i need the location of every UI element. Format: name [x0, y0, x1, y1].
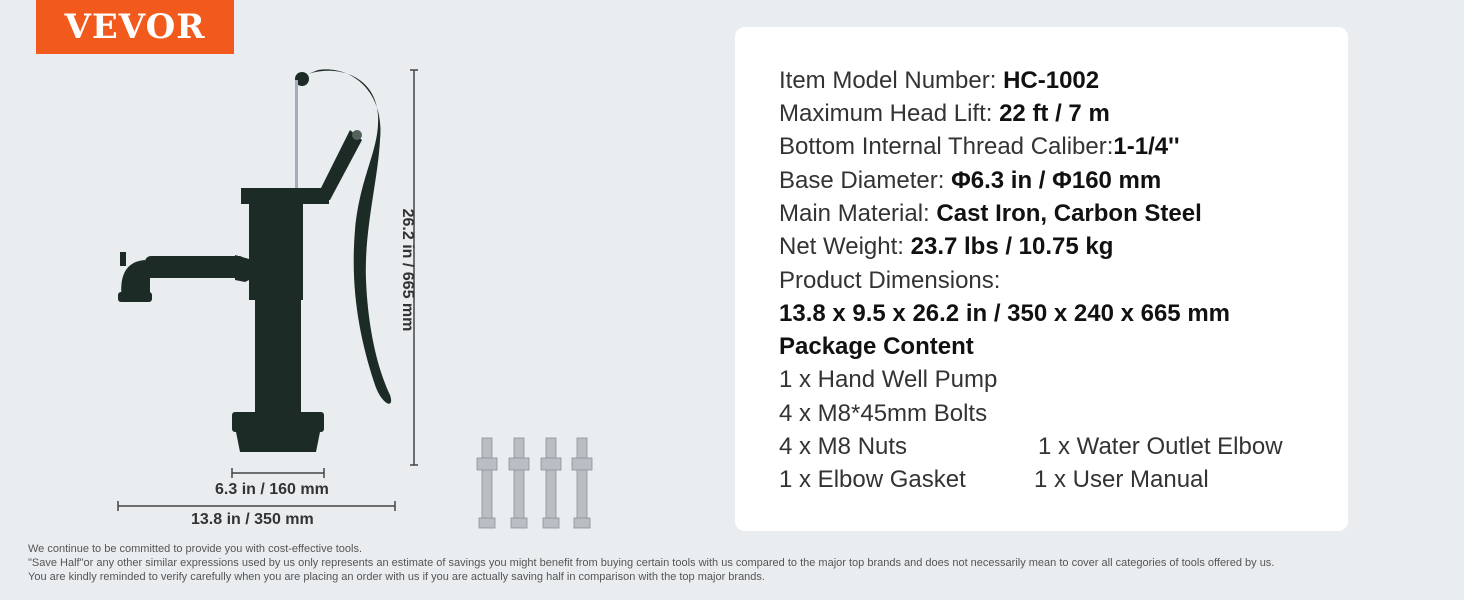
hand-pump-image	[117, 69, 593, 529]
package-item: 4 x M8 Nuts	[779, 433, 908, 460]
spec-dimensions-value: 13.8 x 9.5 x 26.2 in / 350 x 240 x 665 m…	[779, 300, 1230, 327]
spec-model: Item Model Number: HC-1002	[779, 67, 1100, 94]
spec-dimensions-label: Product Dimensions:	[779, 267, 1001, 294]
bolts-image	[476, 437, 593, 529]
package-item: 1 x Water Outlet Elbow	[1038, 433, 1283, 460]
vevor-logo: VEVOR	[36, 0, 234, 54]
package-item: 1 x User Manual	[1034, 466, 1209, 493]
package-title: Package Content	[779, 333, 974, 360]
package-item: 4 x M8*45mm Bolts	[779, 400, 988, 427]
base-dimension-label: 6.3 in / 160 mm	[215, 481, 329, 498]
height-dimension-label: 26.2 in / 665 mm	[399, 208, 416, 332]
disclaimer: We continue to be committed to provide y…	[28, 543, 1275, 583]
spec-head-lift: Maximum Head Lift: 22 ft / 7 m	[779, 100, 1110, 127]
spec-thread: Bottom Internal Thread Caliber:1-1/4''	[779, 133, 1180, 160]
spec-weight: Net Weight: 23.7 lbs / 10.75 kg	[779, 233, 1114, 260]
package-item: 1 x Hand Well Pump	[779, 366, 998, 393]
spec-card: Item Model Number: HC-1002 Maximum Head …	[735, 27, 1348, 531]
spec-base-diameter: Base Diameter: Φ6.3 in / Φ160 mm	[779, 167, 1162, 194]
width-dimension-label: 13.8 in / 350 mm	[191, 511, 314, 528]
spec-material: Main Material: Cast Iron, Carbon Steel	[779, 200, 1202, 227]
package-item: 1 x Elbow Gasket	[779, 466, 966, 493]
